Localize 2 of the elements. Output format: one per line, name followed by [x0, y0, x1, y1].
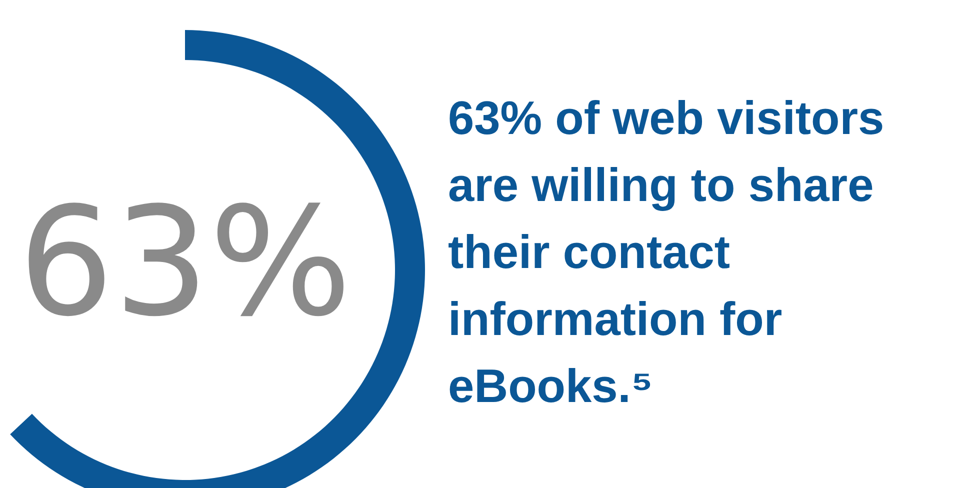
text: 63% of web visitors are willing to share their contact information for eBooks.⁵ [448, 90, 886, 414]
data-label: 63% [18, 176, 352, 350]
